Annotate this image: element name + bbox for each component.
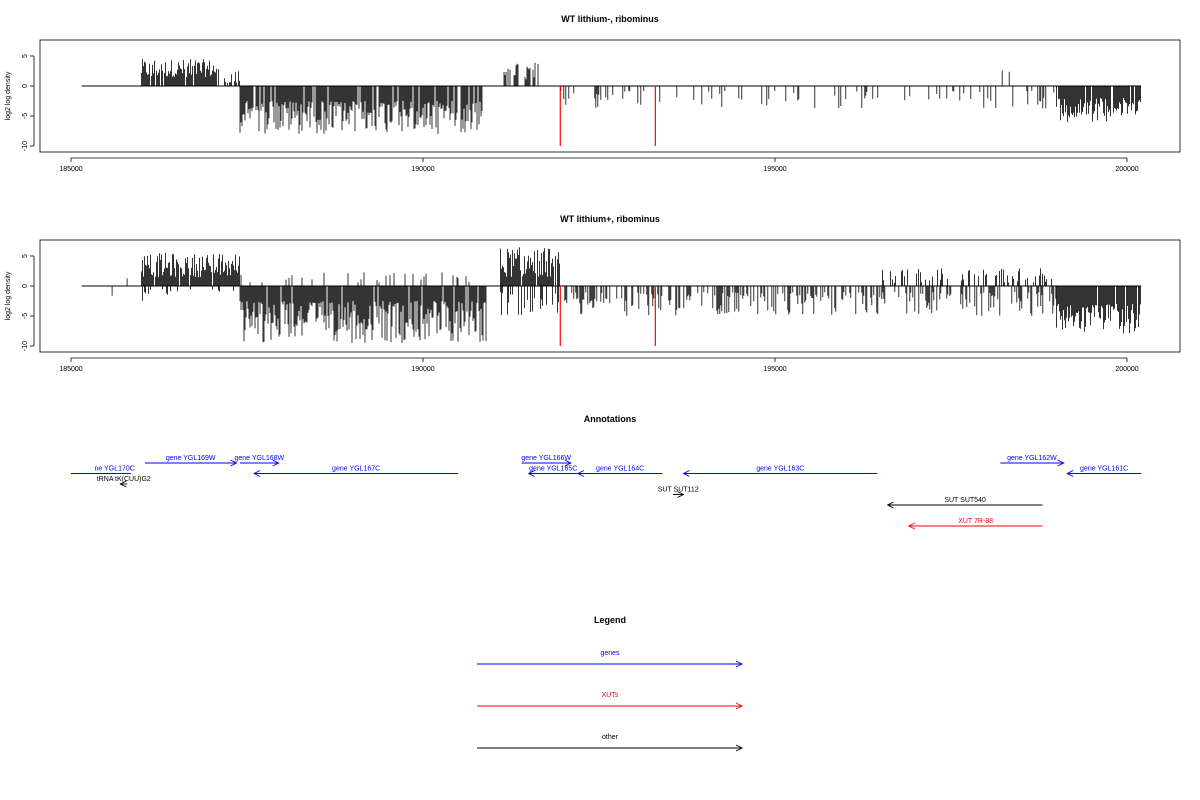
plot-frame: [39, 239, 1181, 353]
annotation-feature: gene YGL169W: [144, 455, 238, 467]
x-tick-label: 195000: [763, 366, 786, 373]
x-tick-label: 200000: [1115, 166, 1138, 173]
plot-frame: [39, 39, 1181, 153]
x-tick-label: 195000: [763, 166, 786, 173]
feature-label: SUT SUT540: [944, 497, 986, 504]
arrow-head: [907, 522, 915, 530]
arrow-head: [527, 470, 535, 477]
legend-item: genes: [477, 650, 744, 668]
annotation-feature: SUT SUT540: [886, 497, 1043, 509]
density-bars: [81, 247, 1142, 346]
feature-label: gene YGL166W: [521, 455, 571, 462]
y-tick-label: -5: [22, 113, 29, 119]
annotation-feature: tRNA tK(CUU)G2: [97, 476, 151, 488]
arrow-head: [1066, 470, 1074, 477]
feature-label: gene YGL168W: [234, 455, 284, 462]
legend-label: XUTs: [602, 692, 619, 699]
panel-title: WT lithium-, ribominus: [561, 14, 659, 24]
arrow-head: [677, 491, 685, 498]
x-tick-label: 200000: [1115, 366, 1138, 373]
legend-items: genes XUTs other: [477, 650, 744, 752]
annotation-feature: gene YGL168W: [234, 455, 285, 467]
feature-label: gene YGL167C: [332, 466, 380, 473]
y-axis-label: log2 log density: [5, 271, 12, 320]
y-tick-label: 0: [22, 84, 29, 88]
annotation-feature: ne YGL170C: [71, 466, 135, 474]
feature-label: gene YGL169W: [166, 455, 216, 462]
feature-label: gene YGL162W: [1007, 455, 1057, 462]
feature-label: gene YGL163C: [756, 466, 804, 473]
x-tick-label: 185000: [59, 366, 82, 373]
x-tick-label: 190000: [411, 166, 434, 173]
track-panel-lithium-minus: WT lithium-, ribominus log2 log density …: [5, 14, 1181, 173]
x-tick-label: 190000: [411, 366, 434, 373]
legend-item: XUTs: [477, 692, 744, 710]
legend-arrow-head: [735, 744, 744, 752]
annotation-feature: gene YGL163C: [682, 466, 878, 477]
annotation-feature: gene YGL161C: [1066, 466, 1142, 477]
density-bars: [81, 59, 1142, 146]
y-tick-label: 5: [22, 54, 29, 58]
annotation-feature: gene YGL166W: [521, 455, 572, 467]
feature-label: tRNA tK(CUU)G2: [97, 476, 151, 483]
axes: 5 0 -5 -10 185000 190000 195000 200000: [22, 54, 1139, 173]
y-tick-label: 5: [22, 254, 29, 258]
annotation-feature: gene YGL165C: [527, 466, 578, 477]
arrow-head: [119, 480, 127, 488]
feature-label: XUT 7R-88: [958, 518, 993, 525]
track-panel-lithium-plus: WT lithium+, ribominus log2 log density …: [5, 214, 1181, 373]
arrow-head: [576, 470, 585, 477]
annotation-feature: gene YGL164C: [576, 466, 663, 477]
feature-label: gene YGL164C: [596, 466, 644, 473]
annotation-feature: gene YGL167C: [253, 466, 459, 477]
annotations-title: Annotations: [584, 414, 637, 424]
annotation-feature: SUT SUT112: [658, 487, 699, 498]
legend-item: other: [477, 734, 744, 752]
axes: 5 0 -5 -10 185000 190000 195000 200000: [22, 254, 1139, 373]
annotations-track: Annotations ne YGL170C gene YGL169W gene Y…: [71, 414, 1142, 530]
annotation-features: ne YGL170C gene YGL169W gene YGL168W gene Y…: [71, 455, 1142, 530]
annotation-feature: gene YGL162W: [1000, 455, 1065, 467]
feature-label: gene YGL161C: [1080, 466, 1128, 473]
legend-label: other: [602, 734, 619, 741]
feature-label: gene YGL165C: [529, 466, 577, 473]
panel-title: WT lithium+, ribominus: [560, 214, 660, 224]
annotation-feature: XUT 7R-88: [907, 518, 1043, 530]
legend: Legend genes XUTs other: [477, 615, 744, 752]
arrow-head: [886, 501, 894, 509]
arrow-head: [682, 470, 690, 477]
arrow-head: [272, 459, 280, 467]
y-tick-label: -10: [22, 341, 29, 351]
x-tick-label: 185000: [59, 166, 82, 173]
y-tick-label: -5: [22, 313, 29, 319]
legend-title: Legend: [594, 615, 626, 625]
arrow-head: [1057, 459, 1065, 467]
feature-label: ne YGL170C: [94, 466, 134, 473]
feature-label: SUT SUT112: [658, 487, 699, 494]
y-axis-label: log2 log density: [5, 71, 12, 120]
arrow-head: [564, 459, 572, 467]
legend-arrow-head: [735, 660, 744, 668]
y-tick-label: -10: [22, 141, 29, 151]
legend-label: genes: [600, 650, 620, 657]
arrow-head: [253, 470, 261, 477]
y-tick-label: 0: [22, 284, 29, 288]
arrow-head: [230, 459, 238, 467]
legend-arrow-head: [735, 702, 744, 710]
